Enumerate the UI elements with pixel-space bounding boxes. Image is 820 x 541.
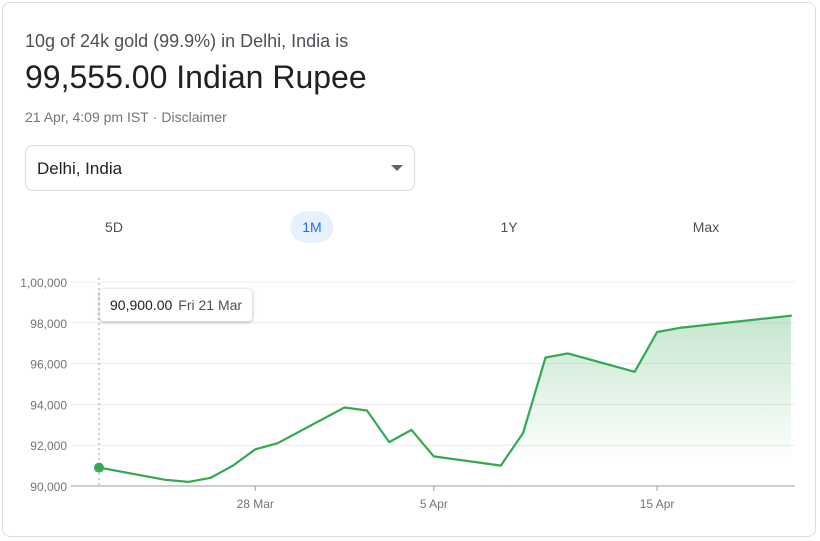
timestamp-line: 21 Apr, 4:09 pm IST · Disclaimer [25,109,227,125]
price-line [97,314,793,483]
y-tick-label: 96,000 [30,358,67,372]
x-tick-label: 28 Mar [237,497,274,511]
dropdown-arrow-icon [391,165,403,171]
location-dropdown-value: Delhi, India [37,159,123,178]
tab-5d[interactable]: 5D [105,219,123,235]
x-tick-label: 5 Apr [420,497,448,511]
hover-point-marker [94,462,104,473]
tab-1y[interactable]: 1Y [500,219,518,235]
timestamp: 21 Apr, 4:09 pm IST [25,109,149,125]
tooltip-date: Fri 21 Mar [178,297,243,313]
x-tick-label: 15 Apr [640,497,675,511]
y-tick-label: 98,000 [30,317,67,331]
location-dropdown[interactable]: Delhi, India [25,145,415,191]
disclaimer-link[interactable]: Disclaimer [161,109,227,125]
tab-1m[interactable]: 1M [290,211,334,243]
range-tabs: 5D 1M 1Y Max [3,211,817,243]
chart-tooltip: 90,900.00 Fri 21 Mar [100,289,253,321]
result-subtitle: 10g of 24k gold (99.9%) in Delhi, India … [25,31,349,51]
y-tick-label: 92,000 [30,439,67,453]
y-tick-label: 1,00,000 [20,276,67,290]
price-line-chart[interactable]: 90,000 92,000 94,000 96,000 98,000 1,00,000 28… [3,258,817,528]
tab-max[interactable]: Max [692,219,720,235]
y-tick-label: 90,000 [30,480,67,494]
tooltip-value: 90,900.00 [110,297,173,313]
separator-dot: · [152,109,158,125]
gold-price-value: 99,555.00 Indian Rupee [25,59,367,95]
price-area-fill [500,315,791,466]
y-tick-label: 94,000 [30,398,67,412]
